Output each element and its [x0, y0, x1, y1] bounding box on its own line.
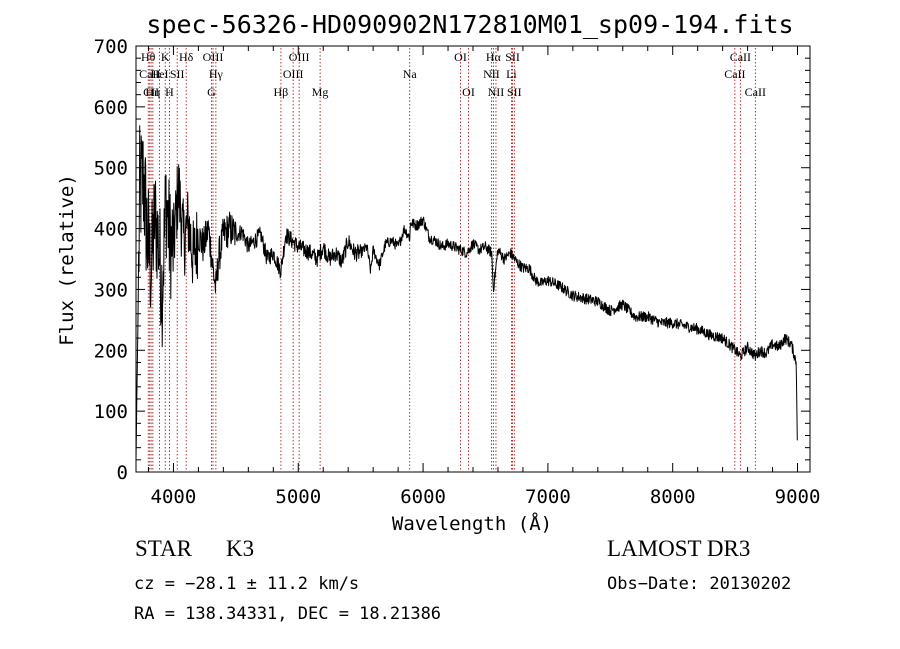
- spectral-line-label: CII: [143, 85, 159, 99]
- spectral-line-label: CaII: [139, 67, 160, 81]
- spectral-line-label: Hβ: [274, 85, 289, 99]
- spectral-line-label: Hδ: [179, 50, 194, 64]
- x-tick-label: 7000: [525, 486, 571, 508]
- x-axis-label: Wavelength (Å): [392, 512, 552, 535]
- spectral-line-label: K: [161, 50, 170, 64]
- spectral-line-label: OI: [462, 85, 475, 99]
- spectral-line-label: CaII: [745, 85, 766, 99]
- coordinates-text: RA = 138.34331, DEC = 18.21386: [134, 604, 442, 624]
- spectral-line-label: OI: [454, 50, 467, 64]
- spectral-line-label: NII: [488, 85, 505, 99]
- spectral-line-label: Hη: [145, 85, 160, 99]
- obs-date-text: Obs−Date: 20130202: [607, 574, 792, 594]
- spectral-line-label: SII: [507, 85, 522, 99]
- spectral-line-label: Mg: [312, 85, 329, 99]
- spectral-line-label: SII: [170, 67, 185, 81]
- flux-series-group: [135, 125, 798, 460]
- y-tick-label: 200: [94, 340, 128, 362]
- x-tick-label: 8000: [650, 486, 696, 508]
- y-tick-label: 600: [94, 97, 128, 119]
- x-axis: 4000 5000 6000 7000 8000 9000: [147, 46, 821, 508]
- y-tick-label: 100: [94, 401, 128, 423]
- spectral-line-label: Li: [506, 67, 517, 81]
- redshift-text: cz = −28.1 ± 11.2 km/s: [134, 574, 360, 594]
- spectral-line-label: Hα: [486, 50, 502, 64]
- y-axis-label: Flux (relative): [56, 174, 78, 346]
- spectral-line-label: OIII: [203, 50, 224, 64]
- spectral-line-label: OIII: [283, 67, 304, 81]
- class-label: STAR: [135, 536, 192, 561]
- spectral-line-label: OIII: [289, 50, 310, 64]
- object-class: STAR K3: [135, 536, 254, 562]
- y-tick-label: 700: [94, 36, 128, 58]
- y-tick-label: 400: [94, 219, 128, 241]
- spectral-line-label: Na: [403, 67, 418, 81]
- subclass-label: K3: [225, 536, 255, 561]
- spectral-line-label: CaII: [730, 50, 751, 64]
- spectral-lines-group: [147, 48, 756, 472]
- x-tick-label: 5000: [275, 486, 321, 508]
- flux-series-line: [135, 125, 798, 460]
- spectral-line-label: Hγ: [209, 67, 224, 81]
- chart-title: spec-56326-HD090902N172810M01_sp09-194.f…: [146, 10, 793, 39]
- y-tick-label: 300: [94, 279, 128, 301]
- spectral-line-label: G: [207, 85, 216, 99]
- spectral-line-label: CaII: [724, 67, 745, 81]
- survey-label: LAMOST DR3: [607, 536, 751, 561]
- x-tick-label: 6000: [400, 486, 446, 508]
- spectral-line-label: SII: [505, 50, 520, 64]
- spectral-line-label: NII: [483, 67, 500, 81]
- spectral-line-label: HeI: [150, 67, 168, 81]
- y-tick-label: 0: [117, 462, 128, 484]
- y-tick-label: 500: [94, 158, 128, 180]
- y-axis: 0 100 200 300 400 500 600 700: [94, 36, 810, 484]
- x-tick-label: 9000: [775, 486, 821, 508]
- spectral-line-label: H: [165, 85, 174, 99]
- x-tick-label: 4000: [151, 486, 197, 508]
- spectral-line-label: Hθ: [141, 50, 156, 64]
